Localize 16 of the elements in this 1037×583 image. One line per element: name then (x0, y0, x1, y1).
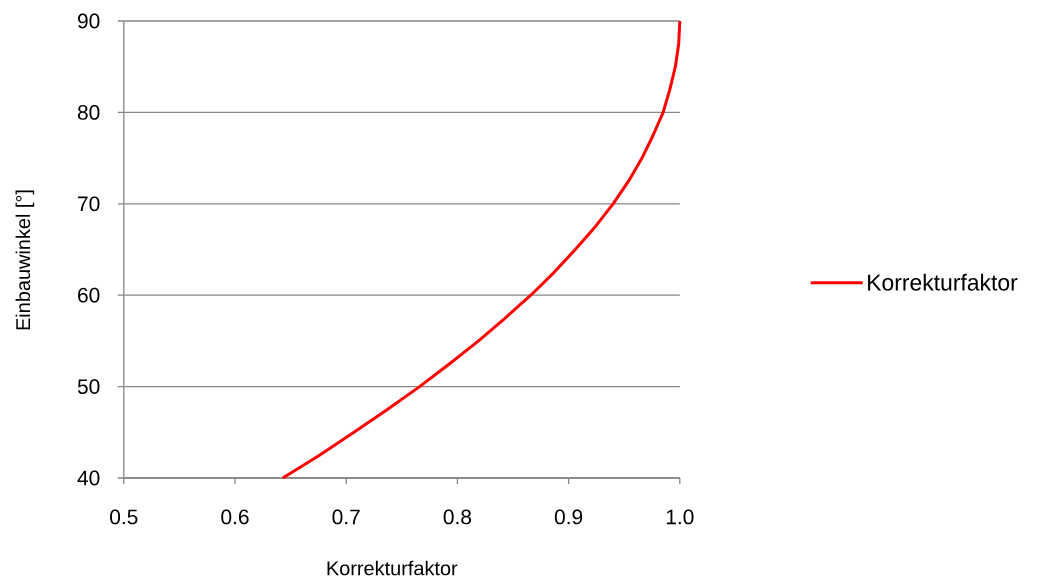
y-tick-label: 60 (78, 287, 100, 303)
x-tick-label: 0.8 (443, 509, 472, 525)
y-tick-label: 40 (77, 470, 100, 486)
y-tick-label: 50 (77, 379, 100, 395)
y-tick-label: 70 (78, 196, 100, 212)
x-tick-label: 0.7 (332, 509, 360, 525)
y-tick-label: 90 (77, 13, 100, 29)
y-tick-label: 80 (77, 104, 100, 120)
x-tick-label: 0.5 (110, 509, 138, 525)
x-axis-title: Korrekturfaktor (327, 560, 458, 576)
x-tick-label: 0.9 (554, 509, 583, 525)
line-series (281, 19, 682, 480)
x-tick-label: 1.0 (666, 509, 694, 525)
x-tick-label: 0.6 (221, 509, 249, 525)
legend-label: Korrekturfaktor (868, 273, 1018, 291)
y-axis-title: Einbauwinkel [°] (15, 190, 35, 330)
